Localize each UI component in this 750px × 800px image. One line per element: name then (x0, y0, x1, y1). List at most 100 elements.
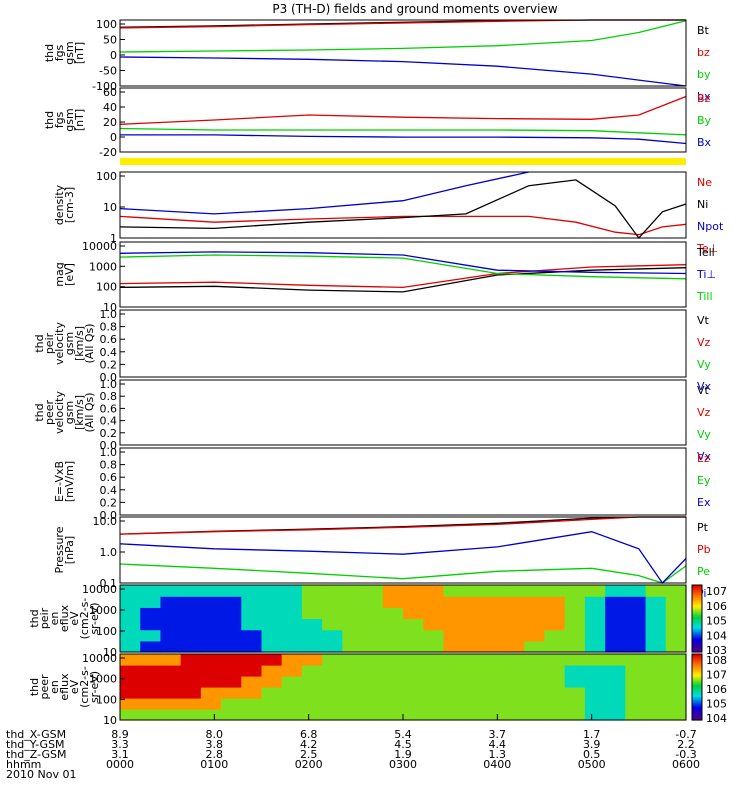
heatmap-cell (221, 629, 242, 642)
panel-4: 10000 1000 100 10 mag[eV] Tell Ti⊥ Till (53, 240, 716, 314)
legend-ez: Ez (697, 452, 710, 465)
panel-frame (119, 379, 687, 446)
heatmap-cell (140, 596, 162, 608)
heatmap-cell (584, 709, 606, 721)
y-tick-label: 1000 (89, 673, 117, 686)
heatmap-cell (403, 654, 424, 666)
heatmap-cell (544, 640, 566, 653)
y-axis-label: thd (43, 111, 56, 129)
y-tick-label: 0.8 (100, 459, 118, 472)
heatmap-cell (645, 709, 667, 721)
heatmap-cell (504, 709, 525, 721)
heatmap-cell (625, 640, 647, 653)
heatmap-cell (625, 676, 647, 688)
colorbar-segment (692, 691, 702, 695)
legend-bt: Bt (697, 24, 710, 37)
x-tick-label: 1.3 (489, 748, 507, 761)
heatmap-cell (504, 640, 525, 653)
x-tick-label: 2.2 (677, 738, 695, 751)
heatmap-cell (584, 698, 606, 710)
heatmap-cell (564, 698, 586, 710)
heatmap-cell (200, 665, 222, 677)
colorbar-frame (691, 653, 703, 721)
heatmap-cell (524, 665, 546, 677)
colorbar-segment (692, 662, 702, 665)
colorbar-segment (692, 648, 702, 651)
heatmap-cell (524, 654, 546, 666)
y-tick-label: 100 (96, 170, 117, 183)
heatmap-cell (342, 676, 364, 688)
heatmap-cell (322, 654, 343, 666)
heatmap-cell (382, 629, 404, 642)
heatmap-cell (665, 607, 687, 620)
y-axis-label: gsm (63, 108, 76, 131)
heatmap-cell (665, 596, 687, 608)
y-axis-label: sr-eV) (88, 671, 101, 703)
y-tick-label: 100 (96, 281, 117, 294)
heatmap-cell (544, 665, 566, 677)
x-tick-label: 0300 (389, 758, 417, 771)
heatmap-cell (443, 585, 465, 597)
heatmap-cell (544, 676, 566, 688)
colorbar-segment (692, 606, 702, 610)
heatmap-cell (524, 585, 546, 597)
heatmap-cell (645, 607, 667, 620)
heatmap-cell (423, 709, 445, 721)
y-tick-label: 50 (103, 34, 117, 47)
heatmap-cell (645, 698, 667, 710)
heatmap-cell (544, 629, 566, 642)
heatmap-cell (362, 676, 384, 688)
heatmap-cell (342, 607, 364, 620)
heatmap-cell (221, 687, 242, 699)
legend-vt: Vt (697, 384, 710, 397)
heatmap-cell (281, 629, 303, 642)
heatmap-cell (382, 640, 404, 653)
heatmap-cell (645, 676, 667, 688)
heatmap-cell (180, 629, 202, 642)
heatmap-cell (301, 607, 323, 620)
axis-row-label: thd_Y-GSM (6, 738, 65, 751)
heatmap-cell (564, 665, 586, 677)
colorbar-segment (692, 713, 702, 716)
heatmap-cell (120, 607, 141, 620)
heatmap-cell (382, 654, 404, 666)
y-tick-label: 10000 (82, 583, 117, 596)
heatmap-cell (443, 665, 465, 677)
heatmap-cell (605, 665, 626, 677)
colorbar-segment (692, 685, 702, 688)
heatmap-cell (301, 665, 323, 677)
y-tick-label: 10 (103, 201, 117, 214)
heatmap-cell (322, 618, 343, 631)
panel-frame (119, 19, 687, 87)
heatmap-cell (665, 640, 687, 653)
heatmap-cell (625, 698, 647, 710)
x-tick-label: 4.5 (394, 738, 412, 751)
heatmap-cell (665, 654, 687, 666)
heatmap-cell (241, 709, 263, 721)
y-axis-label: (All Qs) (83, 323, 96, 363)
y-axis-label: [mV/m] (63, 461, 76, 502)
heatmap-cell (281, 585, 303, 597)
y-tick-label: 0.2 (100, 496, 118, 509)
y-axis-label: thd (28, 678, 41, 696)
x-tick-label: 0.5 (583, 748, 601, 761)
x-tick-label: 0000 (106, 758, 134, 771)
colorbar-segment (692, 660, 702, 663)
heatmap-cell (261, 665, 283, 677)
heatmap-cell (160, 607, 182, 620)
colorbar-segment (692, 625, 702, 628)
colorbar-segment (692, 640, 702, 643)
colorbar-segment (692, 596, 702, 599)
colorbar-segment (692, 657, 702, 660)
heatmap-cell (665, 629, 687, 642)
heatmap-cell (645, 665, 667, 677)
y-axis-label: thd (33, 334, 46, 352)
heatmap-cell (382, 676, 404, 688)
heatmap-cell (241, 698, 263, 710)
heatmap-cell (241, 687, 263, 699)
heatmap-cell (463, 709, 485, 721)
colorbar-segment (692, 718, 702, 721)
y-tick-label: 0.6 (100, 471, 118, 484)
y-tick-label: 0.8 (100, 321, 118, 334)
